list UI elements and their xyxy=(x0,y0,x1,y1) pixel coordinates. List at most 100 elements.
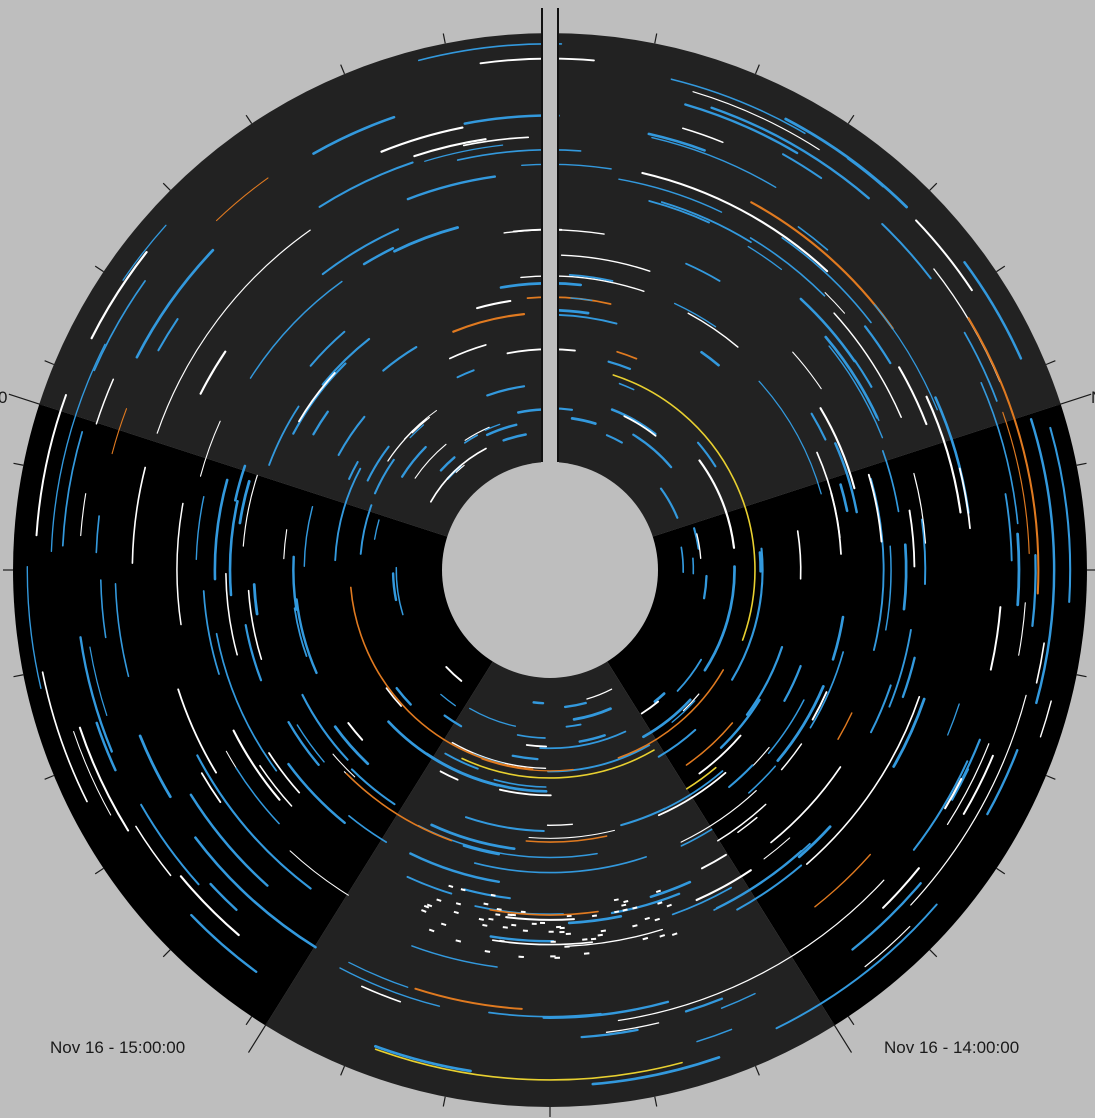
star-dot xyxy=(440,922,447,927)
star-trail xyxy=(177,688,218,774)
star-trail xyxy=(93,280,146,372)
tick-mark xyxy=(654,33,658,44)
tick-mark xyxy=(996,867,1006,875)
bright-arc xyxy=(612,374,756,641)
star-trail xyxy=(657,728,697,758)
star-dot xyxy=(511,923,517,927)
star-trail xyxy=(1039,700,1052,738)
star-trail xyxy=(632,433,673,469)
star-trail xyxy=(332,753,356,778)
star-trail xyxy=(792,351,822,390)
star-trail xyxy=(409,424,425,439)
star-trail xyxy=(546,823,573,827)
star-trail xyxy=(318,161,414,208)
star-trail xyxy=(839,483,849,513)
tick-mark xyxy=(654,1096,658,1107)
star-trail xyxy=(293,607,308,657)
star-trail xyxy=(41,671,88,803)
star-trail xyxy=(362,247,395,266)
star-trail xyxy=(451,741,547,769)
star-trail xyxy=(387,418,427,462)
star-trail xyxy=(464,426,490,441)
tick-mark xyxy=(245,1016,253,1026)
star-trail xyxy=(414,987,523,1010)
star-trail xyxy=(439,456,456,472)
star-trail xyxy=(747,245,783,271)
tick-mark xyxy=(1076,462,1087,466)
star-trail xyxy=(114,583,130,678)
star-dot xyxy=(632,924,638,928)
star-trail xyxy=(671,700,696,723)
star-dot xyxy=(421,909,427,913)
tick-mark xyxy=(847,1016,855,1026)
star-trail xyxy=(411,416,430,434)
star-trail xyxy=(292,555,298,611)
star-trail xyxy=(578,734,606,743)
star-dot xyxy=(644,916,650,921)
star-trail xyxy=(863,325,892,365)
star-trail xyxy=(337,415,366,457)
tick-mark xyxy=(754,64,760,75)
star-trail xyxy=(232,729,281,801)
star-trail xyxy=(698,734,742,775)
star-dot xyxy=(622,908,628,912)
tick-mark xyxy=(929,949,938,958)
star-trail xyxy=(359,504,373,555)
star-trail xyxy=(719,698,761,749)
star-dot xyxy=(483,902,489,906)
star-trail xyxy=(348,961,409,988)
star-trail xyxy=(703,565,736,672)
star-trail xyxy=(283,529,288,560)
tick-mark xyxy=(13,462,24,466)
star-trail xyxy=(851,882,922,951)
star-trail xyxy=(649,880,692,899)
star-trail xyxy=(312,115,396,155)
label-leader-tick xyxy=(831,1021,853,1053)
star-trail xyxy=(406,175,497,201)
star-trail xyxy=(194,836,317,949)
star-dot xyxy=(632,906,638,910)
star-trail xyxy=(247,589,263,660)
tick-mark xyxy=(44,360,55,366)
tick-mark xyxy=(1045,774,1056,780)
star-dot xyxy=(507,913,513,917)
star-trail xyxy=(462,136,530,147)
star-trail xyxy=(100,579,107,639)
star-trail xyxy=(642,698,692,739)
star-trail xyxy=(623,415,657,437)
star-trail xyxy=(215,632,278,772)
star-trail xyxy=(947,703,960,736)
star-trail xyxy=(676,658,703,692)
star-trail xyxy=(26,566,42,689)
star-trail xyxy=(1016,532,1021,607)
star-trail xyxy=(816,451,841,539)
star-trail xyxy=(465,816,545,832)
star-trail xyxy=(713,842,811,911)
star-trail xyxy=(565,723,582,728)
star-trail xyxy=(673,302,717,328)
star-trail xyxy=(605,1022,660,1033)
star-trail xyxy=(809,651,845,729)
star-trail xyxy=(414,443,447,479)
star-trail xyxy=(295,598,318,675)
star-trail xyxy=(572,707,612,721)
star-dot xyxy=(671,932,678,936)
star-trail xyxy=(235,767,280,825)
star-trail xyxy=(696,533,702,559)
star-trail xyxy=(1004,493,1013,562)
star-trail xyxy=(685,262,721,282)
star-dot xyxy=(453,910,459,915)
star-trail xyxy=(499,281,583,289)
star-trail xyxy=(610,408,657,436)
star-trail xyxy=(409,852,501,884)
time-label-partial: 0 xyxy=(0,388,7,407)
bright-arc xyxy=(374,1048,683,1081)
star-trail xyxy=(190,913,258,973)
star-trail xyxy=(567,928,663,947)
star-trail xyxy=(640,700,660,715)
star-trail xyxy=(775,903,938,1030)
star-trail xyxy=(568,274,614,282)
star-trail xyxy=(881,450,900,513)
label-leader-tick xyxy=(1056,393,1092,406)
star-trail xyxy=(238,479,251,525)
